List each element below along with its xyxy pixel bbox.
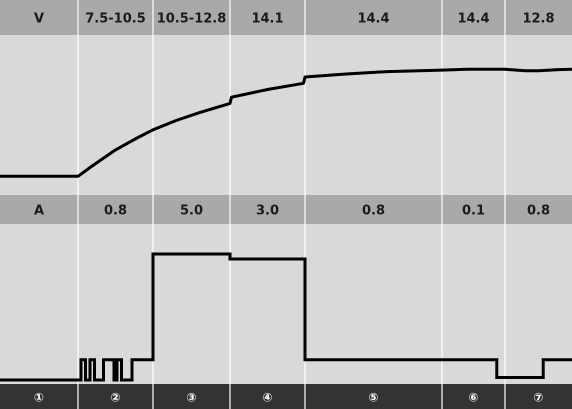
stage-number: ① xyxy=(34,391,44,405)
voltage-line xyxy=(0,67,572,178)
voltage-label: 12.8 xyxy=(522,12,554,27)
stage-number: ③ xyxy=(186,391,196,405)
voltage-label: V xyxy=(34,12,44,27)
current-label: A xyxy=(34,204,44,219)
stage-number: ④ xyxy=(262,391,272,405)
current-label: 0.8 xyxy=(104,204,127,219)
stage-number: ⑤ xyxy=(368,391,378,405)
voltage-label: 14.4 xyxy=(457,12,489,27)
current-line xyxy=(0,252,572,382)
current-header-band xyxy=(0,195,572,224)
current-label: 5.0 xyxy=(180,204,203,219)
voltage-plot-area xyxy=(0,35,572,195)
current-label: 0.8 xyxy=(527,204,550,219)
current-label: 0.8 xyxy=(362,204,385,219)
voltage-label: 7.5-10.5 xyxy=(85,12,146,27)
current-label: 3.0 xyxy=(256,204,279,219)
voltage-label: 14.4 xyxy=(357,12,389,27)
current-plot-area xyxy=(0,224,572,384)
voltage-label: 14.1 xyxy=(251,12,283,27)
stage-number: ⑦ xyxy=(533,391,543,405)
voltage-header-band xyxy=(0,0,572,35)
voltage-label: 10.5-12.8 xyxy=(157,12,227,27)
stage-footer-band xyxy=(0,384,572,409)
current-label: 0.1 xyxy=(462,204,485,219)
stage-number: ② xyxy=(110,391,120,405)
stage-number: ⑥ xyxy=(468,391,478,405)
